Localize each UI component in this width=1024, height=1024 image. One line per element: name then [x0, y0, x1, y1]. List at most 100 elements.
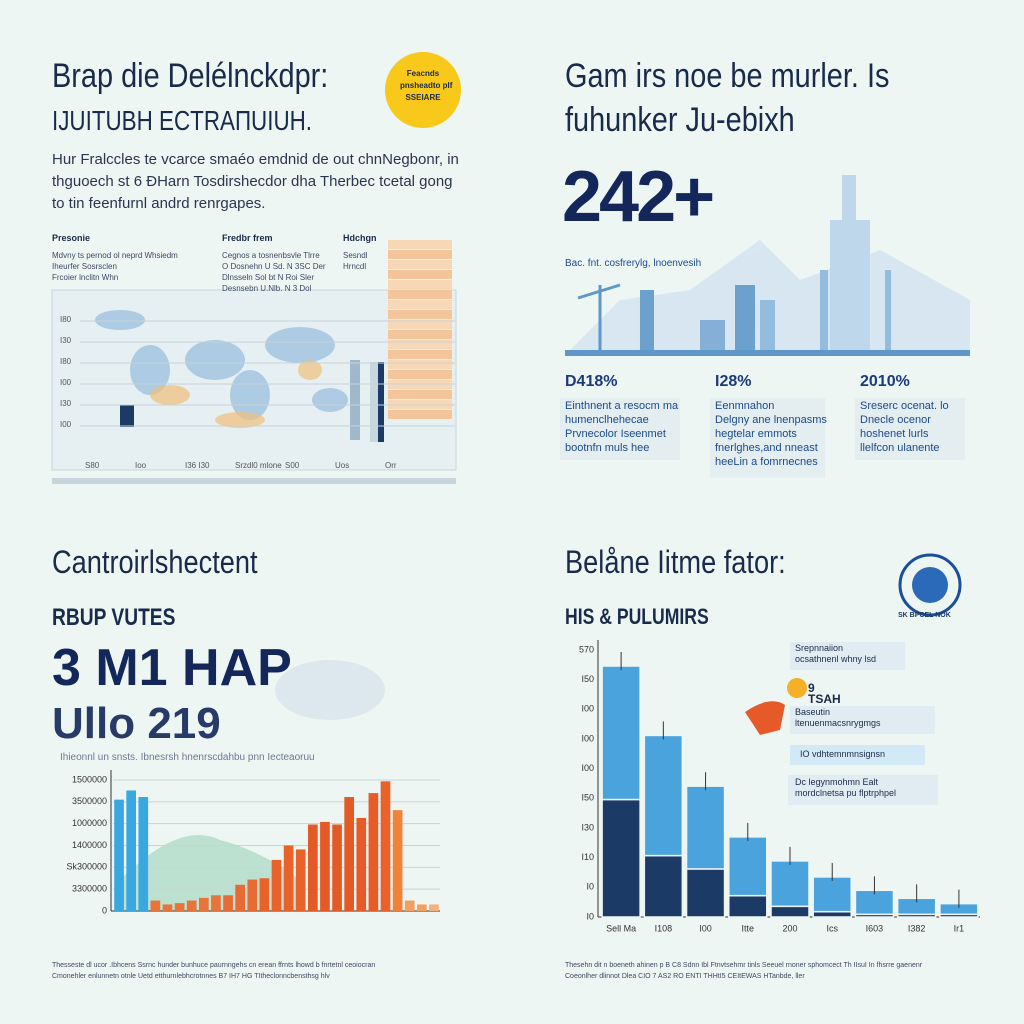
x-tick-label: I00 [699, 923, 712, 933]
bar [186, 900, 197, 911]
bar-segment [643, 734, 684, 857]
body-text: to tin feenfurnl andrd renrgapes. [52, 195, 266, 212]
logo-text: SK BPCEL NOK [898, 612, 951, 619]
y-tick-label: I0 [586, 911, 594, 921]
y-tick-label: I30 [581, 822, 594, 832]
stat-text: Einthnent a resocm ma [565, 400, 679, 412]
pile-band [388, 280, 452, 289]
y-tick-label: I00 [581, 763, 594, 773]
footnote: Coeonlher dlinnot Dlea CIO 7 AS2 RO ENTI… [565, 973, 805, 980]
note: O Dosnehn U Sd. N 3SC Der [222, 262, 326, 271]
bar [126, 790, 137, 911]
note: Frcoier lnclitn Whn [52, 273, 119, 282]
y-tick-label: 3500000 [72, 796, 107, 806]
bar-segment [728, 836, 768, 897]
body-text: Hur Fralccles te vcarce smaéo emdnid de … [52, 151, 459, 168]
column-header: Fredbr frem [222, 233, 273, 243]
kicker: RBUP VUTES [52, 604, 176, 631]
pile-band [388, 260, 452, 269]
stat-text: Prvnecolor Iseenmet [565, 428, 666, 440]
bar-segment [812, 876, 852, 913]
title: Cantroirlshectent [52, 544, 258, 580]
stat-value: 2010% [860, 373, 910, 390]
y-tick-label: 1400000 [72, 840, 107, 850]
x-tick-label: I36 I30 [185, 461, 210, 470]
bar [198, 897, 209, 911]
x-tick-label: Ics [826, 923, 838, 933]
bar [235, 884, 246, 911]
pile-band [388, 290, 452, 299]
pile-band [388, 310, 452, 319]
y-tick-label: I00 [60, 378, 72, 387]
big-text: Ullo 219 [52, 699, 221, 748]
bar [283, 845, 294, 911]
stat-text: humenclhehecae [565, 414, 649, 426]
bar-segment [601, 665, 641, 801]
annotation: Baseutin [795, 707, 831, 717]
badge-text: pnsheadto plf [400, 81, 453, 90]
annotation: 9 [808, 681, 815, 695]
bar [259, 878, 270, 911]
bar [138, 797, 149, 911]
bar [114, 799, 124, 911]
badge-text: Feacnds [406, 69, 440, 78]
x-tick-label: S00 [285, 461, 300, 470]
bar [307, 824, 318, 911]
bar [174, 903, 185, 911]
kicker: HIS & PULUMIRS [565, 604, 709, 629]
annotation: ocsathnenl whny lsd [795, 654, 877, 664]
y-tick-label: I30 [60, 336, 72, 345]
x-tick-label: I603 [866, 923, 884, 933]
bar [211, 895, 221, 911]
y-tick-label: 0 [102, 905, 107, 915]
bar [368, 793, 379, 911]
note: Desnsebn U.Nlb. N 3 Dol [222, 284, 312, 293]
note: Dlnsseln Sol bt N Roi Sler [222, 273, 315, 282]
y-tick-label: I30 [60, 399, 72, 408]
bar-segment [728, 894, 768, 918]
pile-band [388, 340, 452, 349]
bar-segment [601, 798, 641, 918]
stat-text: Eenmnahon [715, 400, 775, 412]
subtitle: IJUITUBH ECTRAПUIUH. [52, 105, 313, 136]
y-tick-label: I50 [581, 674, 594, 684]
pile-band [388, 300, 452, 309]
bar [429, 904, 439, 911]
title: Gam irs noe be murler. Is [565, 57, 890, 95]
y-tick-label: I00 [60, 420, 72, 429]
y-tick-label: I00 [581, 733, 594, 743]
stat-text: hegtelar emmots [715, 428, 797, 440]
note: Mdvny ts pernod ol neprd Whsiedm [52, 251, 178, 260]
x-tick-label: Ioo [135, 461, 147, 470]
stat-text: Sreserc ocenat. lo [860, 400, 949, 412]
bar [271, 859, 282, 911]
note: Hrncdl [343, 262, 367, 271]
x-tick-label: 200 [782, 923, 797, 933]
stat-value: I28% [715, 373, 752, 390]
y-tick-label: I00 [581, 704, 594, 714]
bar [247, 879, 258, 911]
title: Brap die Delélnckdpr: [52, 57, 329, 95]
bar-segment [770, 905, 810, 918]
bar [404, 900, 415, 911]
pile-band [388, 350, 452, 359]
y-tick-label: I10 [581, 852, 594, 862]
x-tick-label: Uos [335, 461, 350, 470]
stat-text: llelfcon ulanente [860, 442, 940, 454]
annotation: Srepnnaiion [795, 643, 844, 653]
bar [392, 810, 403, 911]
column-header: Hdchgn [343, 233, 377, 243]
badge-text: SSEIARE [405, 93, 441, 102]
note: Cegnos a tosnenbsvle Tlrre [222, 251, 320, 260]
pile-band [388, 410, 452, 419]
annotation: IO vdhtemnmnsignsn [800, 749, 886, 759]
y-tick-label: 1000000 [72, 818, 107, 828]
footnote: Thesseste dl ucor .Ibhcens Ssrnc hunder … [52, 962, 376, 969]
pile-band [388, 360, 452, 369]
note: Sesndl [343, 251, 368, 260]
big-text: 3 M1 HAP [52, 639, 292, 697]
title: fuhunker Ju-ebixh [565, 101, 795, 139]
pile-band [388, 330, 452, 339]
caption: Bac. fnt. cosfrerylg, lnoenvesih [565, 258, 702, 269]
